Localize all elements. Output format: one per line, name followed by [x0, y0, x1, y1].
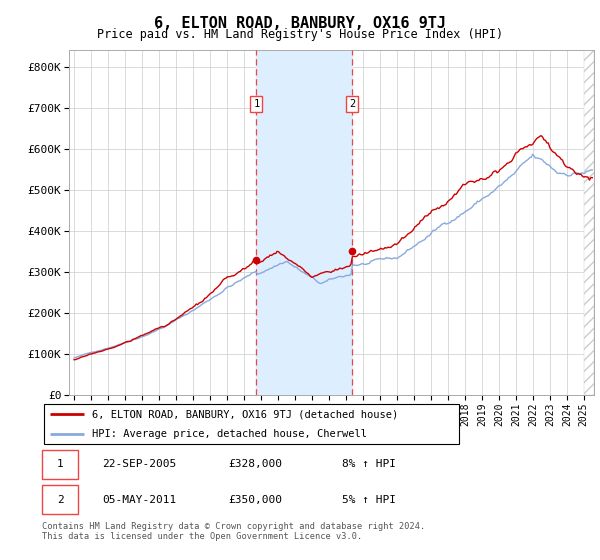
Text: 6, ELTON ROAD, BANBURY, OX16 9TJ: 6, ELTON ROAD, BANBURY, OX16 9TJ	[154, 16, 446, 31]
Text: 22-SEP-2005: 22-SEP-2005	[102, 459, 176, 469]
Text: Contains HM Land Registry data © Crown copyright and database right 2024.
This d: Contains HM Land Registry data © Crown c…	[42, 522, 425, 542]
Text: £328,000: £328,000	[228, 459, 282, 469]
Text: £350,000: £350,000	[228, 494, 282, 505]
Text: 1: 1	[56, 459, 64, 469]
Text: 1: 1	[253, 99, 260, 109]
Bar	[256, 50, 352, 395]
Text: 2: 2	[56, 494, 64, 505]
Text: 6, ELTON ROAD, BANBURY, OX16 9TJ (detached house): 6, ELTON ROAD, BANBURY, OX16 9TJ (detach…	[92, 409, 398, 419]
Text: 05-MAY-2011: 05-MAY-2011	[102, 494, 176, 505]
Text: 8% ↑ HPI: 8% ↑ HPI	[342, 459, 396, 469]
FancyBboxPatch shape	[44, 404, 459, 445]
Text: HPI: Average price, detached house, Cherwell: HPI: Average price, detached house, Cher…	[92, 430, 367, 439]
Text: 5% ↑ HPI: 5% ↑ HPI	[342, 494, 396, 505]
Text: Price paid vs. HM Land Registry's House Price Index (HPI): Price paid vs. HM Land Registry's House …	[97, 28, 503, 41]
Text: 2: 2	[349, 99, 355, 109]
